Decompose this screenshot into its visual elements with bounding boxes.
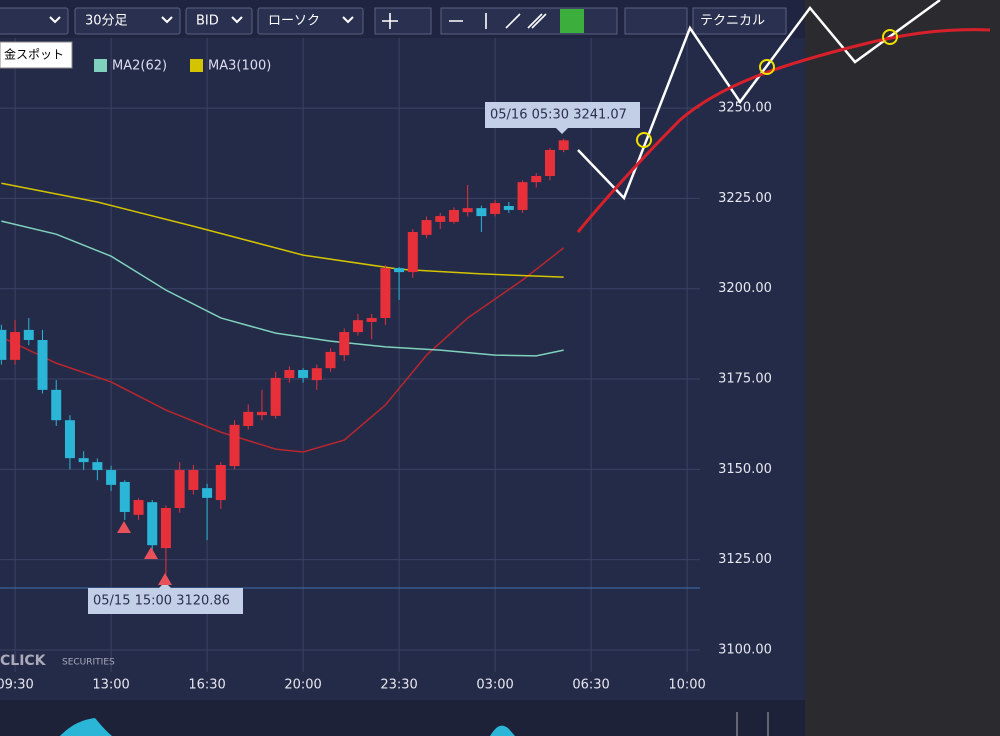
x-tick-label: 16:30: [188, 678, 225, 693]
candle-body: [517, 182, 528, 210]
candle-body: [284, 369, 295, 378]
candle-body: [531, 175, 542, 183]
x-tick-label: 23:30: [380, 678, 417, 693]
dropdown[interactable]: [185, 7, 253, 35]
candle-body: [380, 268, 391, 318]
dropdown[interactable]: [0, 7, 69, 35]
brand: CLICK: [0, 653, 47, 669]
pointer: [556, 128, 568, 134]
dropdown[interactable]: [692, 7, 787, 35]
symbol-tooltip: 金スポット: [4, 47, 64, 62]
legend-swatch: [190, 59, 203, 72]
candle-body: [78, 458, 89, 463]
dropdown[interactable]: [74, 7, 181, 35]
y-tick-label: 3150.00: [718, 462, 772, 477]
candle-body: [64, 420, 75, 459]
candle-body: [256, 411, 267, 416]
candle-body: [366, 317, 377, 322]
candle-body: [147, 502, 158, 546]
tool-group[interactable]: [440, 7, 618, 35]
candle-body: [10, 332, 21, 360]
price-tooltip: [485, 102, 640, 128]
chevrons: [49, 16, 354, 24]
ma-line: [1, 247, 565, 453]
y-tick-label: 3125.00: [718, 552, 772, 567]
hand-drawn-curve: [576, 28, 991, 233]
side-area: [805, 0, 1000, 736]
x-tick-label: 09:30: [0, 678, 34, 693]
tool-group[interactable]: [624, 7, 688, 35]
candle-body: [448, 209, 459, 222]
candle-body: [476, 208, 487, 217]
technical: テクニカル: [700, 14, 765, 29]
candle-body: [133, 500, 144, 515]
candle-body: [229, 424, 240, 467]
y-tick-label: 3200.00: [718, 281, 772, 296]
x-tick-label: 10:00: [668, 678, 705, 693]
candle-body: [243, 411, 254, 426]
x-tick-label: 06:30: [572, 678, 609, 693]
candle-body: [106, 470, 117, 485]
legend-label: MA2(62): [112, 59, 167, 74]
hand-drawn-zigzag: [577, 0, 941, 201]
y-tick-label: 3100.00: [718, 642, 772, 657]
candle-body: [503, 205, 514, 210]
candle-body: [490, 203, 501, 214]
toolbar-items: 30分足 BID ローソク テクニカル: [0, 7, 787, 35]
signal-markers: [117, 521, 172, 585]
candle-body: [215, 465, 226, 501]
candle-body: [37, 340, 48, 390]
x-tick-label: 03:00: [476, 678, 513, 693]
candle-body: [119, 481, 130, 512]
candle-body: [544, 149, 555, 176]
candle-body: [394, 268, 405, 273]
candle-body: [92, 462, 103, 471]
tool-icons: [382, 13, 547, 29]
candle-body: [0, 329, 7, 360]
price-tooltip: [88, 588, 243, 614]
chart-panel: [0, 0, 805, 736]
brand-suffix: SECURITIES: [62, 658, 115, 668]
x-tick-label: 20:00: [284, 678, 321, 693]
annotation: 05/15 15:00 3120.86: [93, 594, 230, 609]
y-tick-label: 3175.00: [718, 372, 772, 387]
legend: MA2(62) MA3(100): [94, 59, 271, 74]
candle-body: [270, 377, 281, 416]
price-side: BID: [196, 14, 219, 29]
candle-body: [352, 320, 363, 333]
annotation: 05/16 05:30 3241.07: [490, 108, 627, 123]
sub-panel: [0, 700, 805, 736]
candle-body: [435, 216, 446, 222]
x-tick-label: 13:00: [92, 678, 129, 693]
candle-body: [23, 329, 34, 341]
candle-body: [311, 368, 322, 381]
legend-label: MA3(100): [208, 59, 271, 74]
candle-body: [51, 389, 62, 421]
candle-body: [188, 470, 199, 490]
candle-body: [558, 140, 569, 150]
ma-line: [1, 182, 564, 278]
timeframe: 30分足: [85, 14, 128, 29]
candle-body: [421, 220, 432, 235]
tooltip: [0, 41, 73, 69]
dropdown[interactable]: [257, 7, 364, 35]
candle-body: [325, 351, 336, 369]
y-tick-label: 3250.00: [718, 101, 772, 116]
chart-style: ローソク: [268, 14, 320, 29]
candle-body: [202, 488, 213, 498]
candle-body: [462, 208, 473, 213]
candle-body: [339, 332, 350, 356]
y-tick-label: 3225.00: [718, 191, 772, 206]
candle-body: [298, 369, 309, 378]
active-tool[interactable]: [560, 9, 584, 33]
candle-body: [174, 470, 185, 508]
navigator-volume: [60, 718, 515, 736]
ma-line: [1, 220, 564, 357]
candle-body: [407, 231, 418, 273]
legend-swatch: [94, 59, 107, 72]
candle-body: [160, 507, 171, 549]
hand-drawn-circles: [636, 29, 898, 148]
